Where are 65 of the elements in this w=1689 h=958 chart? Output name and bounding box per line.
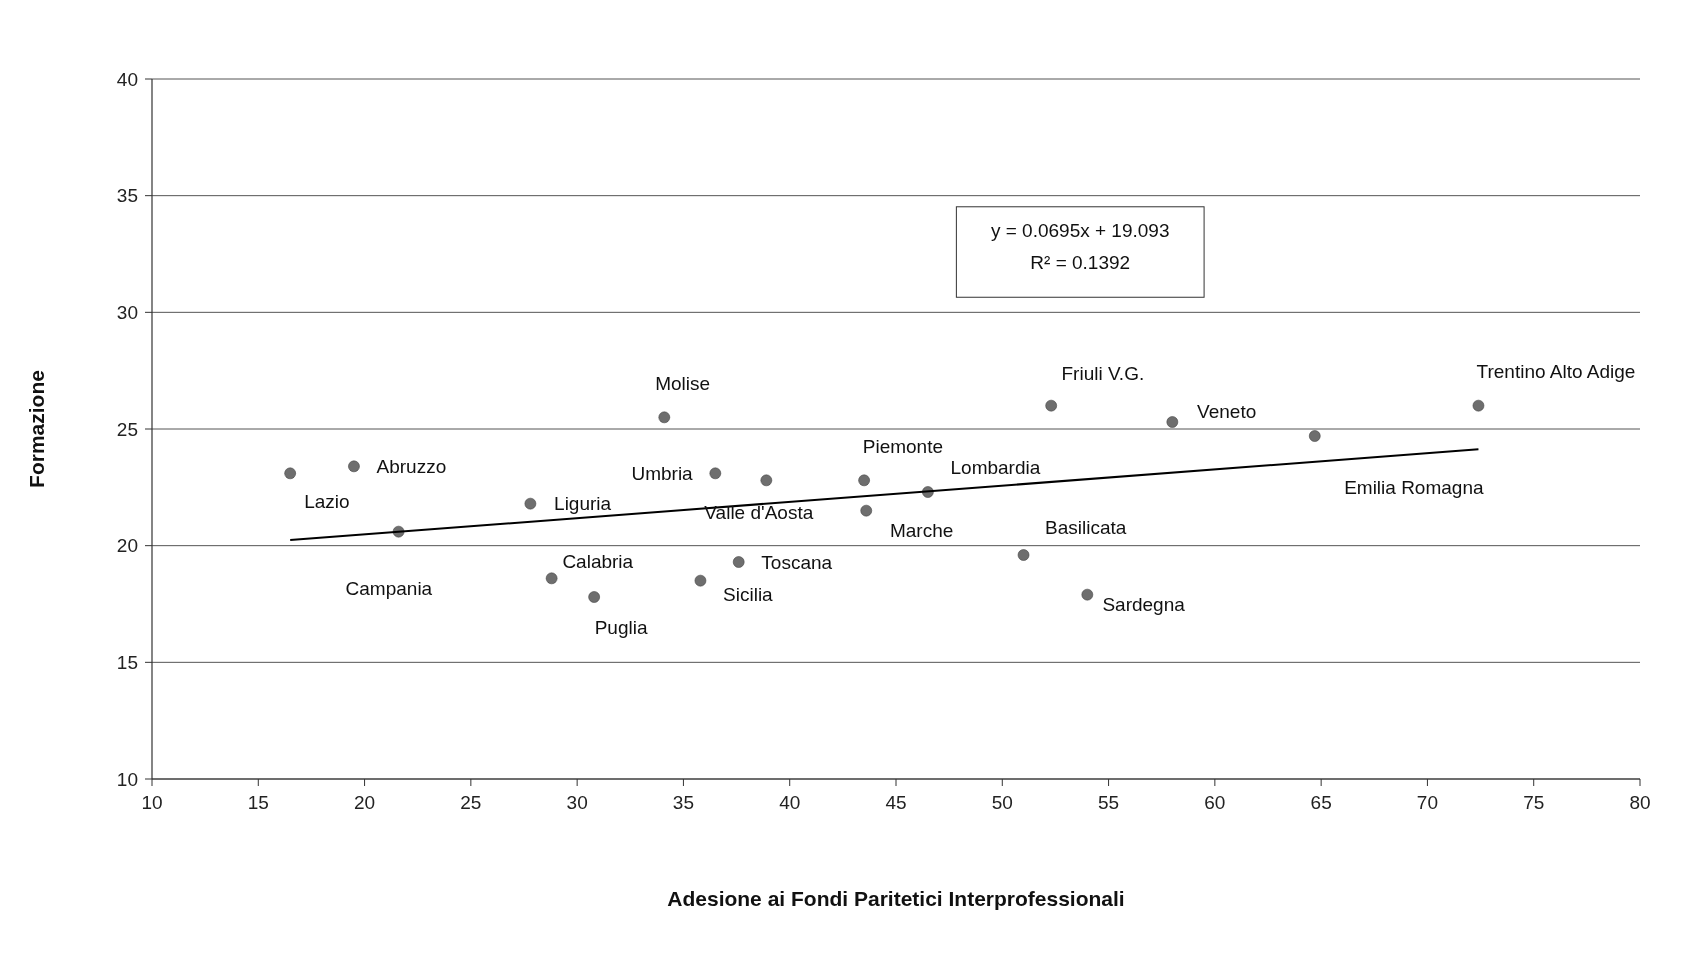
annotation: R² = 0.1392 [1030, 251, 1131, 273]
x-tick-label: 35 [672, 792, 694, 813]
annotation: Veneto [1197, 400, 1257, 422]
x-tick-label: 75 [1523, 792, 1545, 813]
x-tick-label: 10 [141, 792, 163, 813]
point [658, 411, 671, 424]
annotation: Lombardia [950, 456, 1041, 478]
annotation: Liguria [554, 493, 612, 515]
point [1166, 416, 1179, 428]
x-tick-label: 30 [566, 792, 588, 813]
x-tick-label: 60 [1204, 792, 1226, 813]
y-tick-label: 40 [116, 68, 138, 90]
point [545, 572, 558, 585]
x-tick-label: 15 [247, 792, 269, 813]
point [760, 474, 773, 487]
y-tick-label: 15 [116, 651, 138, 673]
point [1045, 399, 1057, 412]
point [694, 574, 707, 587]
point [348, 460, 360, 473]
x-tick-label: 80 [1629, 792, 1651, 813]
x-axis-title: Adesione ai Fondi Paritetici Interprofessionali [667, 887, 1125, 910]
x-tick-label: 70 [1416, 792, 1438, 813]
annotation: Emilia Romagna [1344, 477, 1484, 499]
y-tick-label: 35 [116, 185, 138, 207]
annotation: Campania [345, 578, 433, 600]
y-tick-label: 20 [116, 535, 138, 557]
point [709, 467, 722, 480]
point [732, 556, 745, 568]
annotation: Sicilia [723, 584, 774, 606]
y-tick-label: 25 [116, 418, 138, 440]
y-tick-label: 10 [116, 768, 138, 790]
y-axis-title: Formazione [25, 370, 48, 488]
x-tick-label: 40 [779, 792, 801, 813]
annotation: Sardegna [1102, 594, 1186, 616]
annotation: Calabria [562, 550, 634, 572]
point [588, 591, 600, 603]
annotation: Abruzzo [376, 455, 447, 477]
annotation: Toscana [761, 551, 833, 573]
x-tick-label: 65 [1310, 792, 1332, 813]
point [1308, 430, 1321, 442]
annotation: Puglia [594, 616, 648, 638]
annotation: y = 0.0695x + 19.093 [990, 219, 1170, 241]
annotation: Friuli V.G. [1061, 363, 1145, 385]
point [1017, 549, 1030, 561]
x-tick-label: 45 [885, 792, 907, 813]
point [860, 504, 873, 517]
annotation: Basilicata [1045, 516, 1127, 538]
equation-box: y = 0.0695x + 19.093 R² = 0.1392 [955, 206, 1205, 298]
x-tick-label: 50 [991, 792, 1013, 813]
y-tick-label: 30 [116, 301, 138, 323]
annotation: Molise [655, 372, 711, 394]
point [284, 467, 296, 480]
annotation: Trentino Alto Adige [1476, 360, 1636, 382]
annotation: Umbria [631, 462, 694, 484]
point [524, 497, 537, 510]
annotation: Lazio [304, 490, 350, 512]
x-tick-label: 25 [460, 792, 482, 813]
annotation: Valle d'Aosta [704, 502, 814, 524]
point [1081, 588, 1094, 601]
annotation: Marche [889, 519, 954, 541]
point [1472, 399, 1485, 412]
x-tick-label: 20 [354, 792, 376, 813]
x-tick-label: 55 [1098, 792, 1120, 813]
point [858, 474, 870, 487]
annotation: Piemonte [862, 435, 944, 457]
